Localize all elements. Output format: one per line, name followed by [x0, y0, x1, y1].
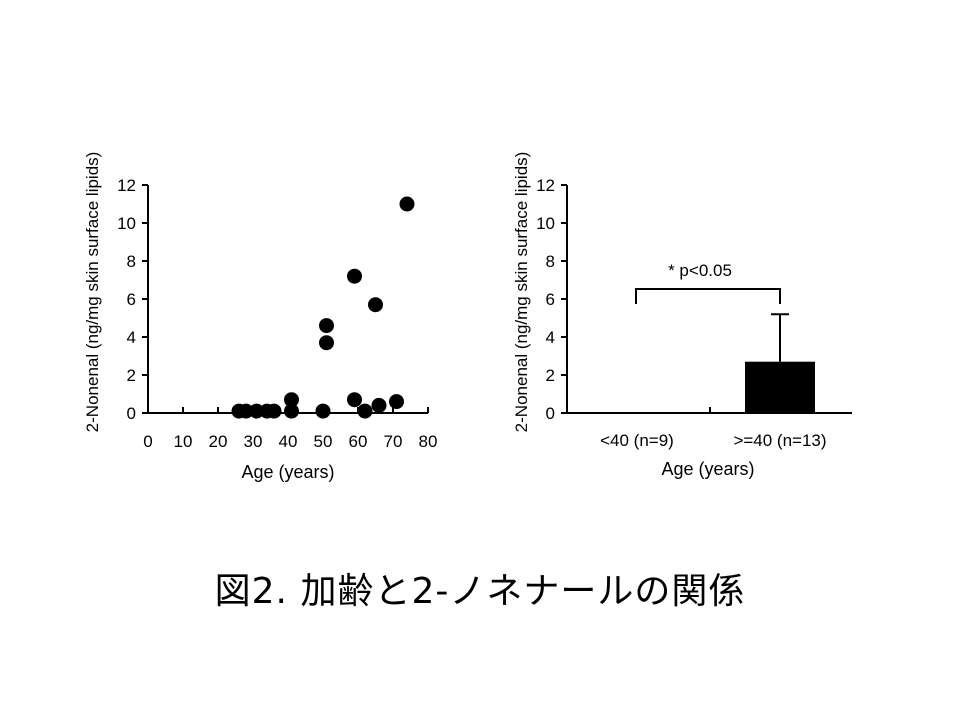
scatter-point	[399, 196, 415, 212]
scatter-point	[319, 335, 334, 351]
scatter-points	[231, 196, 415, 419]
scatter-point	[284, 392, 299, 408]
scatter-x-axis-label: Age (years)	[241, 462, 334, 482]
scatter-x-tick-label: 80	[419, 432, 438, 451]
bar-y-axis-label: 2-Nonenal (ng/mg skin surface lipids)	[512, 152, 531, 433]
bar-y-tick-label: 12	[536, 176, 555, 195]
scatter-x-tick-label: 60	[349, 432, 368, 451]
significance-annotation: * p<0.05	[668, 261, 732, 280]
scatter-x-tick-label: 70	[384, 432, 403, 451]
bar-2	[745, 361, 815, 413]
scatter-y-tick-label: 6	[127, 290, 136, 309]
bar-y-tick-label: 0	[546, 404, 555, 423]
scatter-x-tick-label: 40	[279, 432, 298, 451]
scatter-x-tick-label: 30	[244, 432, 263, 451]
scatter-x-tick-label: 20	[209, 432, 228, 451]
scatter-chart: 2-Nonenal (ng/mg skin surface lipids) 0 2…	[83, 152, 437, 482]
bar-y-tick-label: 4	[546, 328, 555, 347]
scatter-point	[249, 403, 264, 419]
scatter-y-axis-label: 2-Nonenal (ng/mg skin surface lipids)	[83, 152, 102, 433]
scatter-point	[347, 268, 362, 284]
scatter-point	[284, 403, 299, 419]
scatter-x-tick-label: 10	[174, 432, 193, 451]
bar-y-tick-label: 10	[536, 214, 555, 233]
scatter-x-tick-label: 50	[314, 432, 333, 451]
scatter-y-tick-label: 0	[127, 404, 136, 423]
bar-y-tick-label: 8	[546, 252, 555, 271]
scatter-point	[266, 403, 282, 419]
bar-x-axis-label: Age (years)	[661, 459, 754, 479]
scatter-y-ticks: 0 2 4 6 8 10 12	[117, 176, 148, 423]
bar-y-tick-label: 6	[546, 290, 555, 309]
bar-marks	[745, 313, 815, 413]
figure-caption: 図2. 加齢と2-ノネナールの関係	[214, 571, 746, 612]
bar-y-tick-label: 2	[546, 366, 555, 385]
bar-category-label-1: <40 (n=9)	[600, 431, 674, 450]
bar-y-ticks: 0 2 4 6 8 10 12	[536, 176, 711, 423]
scatter-point	[357, 403, 373, 419]
scatter-point	[319, 318, 334, 334]
scatter-point	[347, 392, 362, 408]
bar-category-label-2: >=40 (n=13)	[733, 431, 826, 450]
scatter-y-tick-label: 2	[127, 366, 136, 385]
scatter-y-tick-label: 10	[117, 214, 136, 233]
scatter-point	[371, 397, 387, 413]
scatter-point	[238, 403, 254, 419]
significance-bracket	[635, 288, 781, 304]
scatter-x-tick-label: 0	[143, 432, 152, 451]
scatter-y-tick-label: 4	[127, 328, 136, 347]
scatter-point	[368, 297, 383, 313]
scatter-y-tick-label: 8	[127, 252, 136, 271]
bar-chart: 2-Nonenal (ng/mg skin surface lipids) 0 2…	[512, 152, 852, 479]
scatter-point	[389, 394, 404, 410]
scatter-point	[315, 403, 331, 419]
scatter-y-tick-label: 12	[117, 176, 136, 195]
